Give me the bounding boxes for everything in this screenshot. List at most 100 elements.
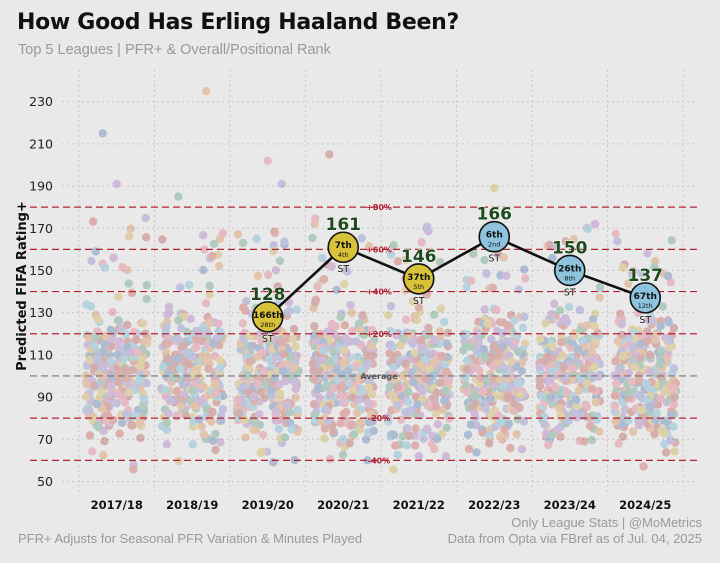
player-dot (199, 351, 208, 360)
player-dot (481, 324, 491, 333)
player-dot (203, 340, 213, 349)
player-dot (509, 406, 519, 416)
y-tick-label: 230 (29, 94, 53, 109)
player-dot (399, 334, 408, 343)
player-dot (665, 384, 674, 393)
player-dot (242, 348, 251, 358)
player-dot (635, 328, 644, 337)
player-dot (112, 399, 121, 408)
player-dot (634, 390, 643, 400)
player-dot (641, 379, 651, 388)
player-dot (478, 355, 487, 364)
player-dot (595, 293, 604, 302)
player-dot (243, 368, 253, 378)
player-dot (444, 375, 453, 384)
player-dot (196, 384, 206, 394)
player-dot (136, 361, 145, 371)
player-dot (489, 393, 498, 403)
chart-subtitle: Top 5 Leagues | PFR+ & Overall/Positiona… (18, 42, 331, 58)
player-dot (470, 409, 479, 418)
player-dot (625, 387, 634, 397)
player-dot (184, 383, 194, 392)
player-dot (439, 368, 448, 377)
player-dot (563, 337, 572, 347)
player-dot (404, 388, 413, 397)
player-dot (253, 271, 263, 280)
player-dot (396, 388, 406, 398)
player-dot (362, 387, 372, 396)
player-dot (618, 346, 627, 356)
player-dot (583, 379, 592, 388)
player-dot (178, 312, 187, 321)
player-dot (257, 348, 266, 357)
player-dot (384, 417, 393, 426)
player-dot (363, 456, 372, 465)
player-dot (284, 306, 294, 316)
player-dot (316, 343, 326, 353)
player-dot (438, 388, 447, 398)
player-dot (590, 309, 600, 318)
player-dot (651, 337, 660, 347)
player-dot (118, 383, 127, 393)
player-dot (106, 325, 115, 335)
player-dot (165, 368, 175, 377)
player-dot (167, 371, 176, 381)
footnote-credit: Only League Stats | @MoMetrics (511, 515, 702, 530)
player-dot (410, 431, 420, 440)
player-dot (292, 305, 301, 314)
player-dot (239, 303, 248, 312)
player-dot (179, 347, 189, 356)
player-dot (633, 344, 642, 353)
player-dot (161, 392, 170, 401)
player-dot (163, 339, 172, 349)
player-dot (167, 377, 176, 387)
player-dot (481, 404, 491, 414)
player-dot (208, 407, 217, 417)
player-dot (420, 371, 429, 380)
player-dot (471, 402, 481, 411)
player-dot (353, 352, 362, 362)
player-dot (200, 393, 209, 403)
player-dot (94, 422, 103, 432)
player-dot (214, 368, 224, 377)
player-dot (556, 390, 565, 399)
player-dot (191, 404, 201, 413)
player-dot (318, 343, 327, 353)
player-dot (539, 374, 548, 383)
player-dot (345, 439, 354, 448)
player-dot (442, 367, 451, 377)
player-dot (555, 386, 564, 396)
player-dot (556, 398, 566, 408)
player-dot (545, 353, 554, 363)
player-dot (386, 432, 395, 441)
player-dot (420, 397, 429, 407)
player-dot (138, 404, 147, 414)
player-dot (501, 430, 510, 439)
player-dot (341, 348, 351, 357)
player-dot (269, 382, 278, 391)
player-dot (313, 282, 322, 291)
player-dot (103, 411, 112, 420)
player-dot (536, 409, 545, 418)
player-dot (343, 267, 352, 276)
player-dot (85, 355, 95, 364)
player-dot (490, 380, 500, 389)
player-dot (265, 344, 274, 354)
player-dot (121, 372, 130, 381)
player-dot (613, 378, 622, 387)
player-dot (557, 407, 567, 416)
player-dot (166, 394, 175, 404)
player-dot (351, 361, 360, 370)
player-dot (253, 367, 263, 376)
player-dot (337, 386, 346, 396)
player-dot (461, 337, 470, 347)
player-dot (264, 372, 274, 381)
player-dot (518, 392, 527, 402)
player-dot (669, 422, 678, 431)
player-dot (353, 359, 363, 368)
player-dot (489, 391, 498, 400)
player-dot (293, 409, 302, 419)
player-dot (653, 400, 663, 409)
player-dot (618, 263, 628, 272)
player-dot (158, 342, 167, 352)
